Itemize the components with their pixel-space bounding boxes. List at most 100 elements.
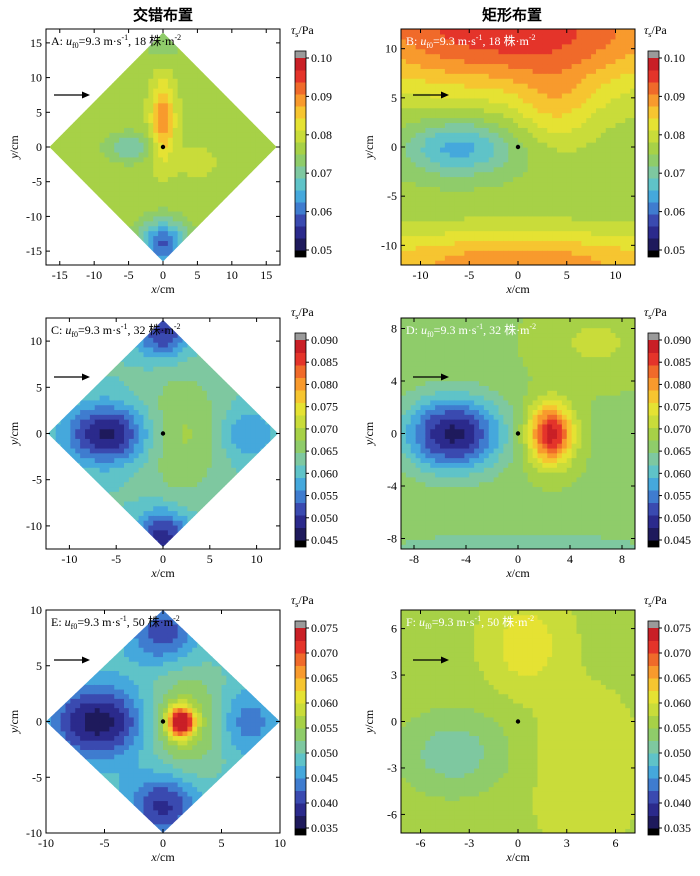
contour-cell bbox=[513, 122, 518, 128]
contour-cell bbox=[222, 236, 227, 242]
contour-cell bbox=[503, 245, 508, 251]
contour-cell bbox=[620, 177, 625, 183]
contour-cell bbox=[46, 381, 51, 386]
contour-cell bbox=[56, 167, 61, 173]
contour-cell bbox=[401, 49, 406, 55]
x-axis-unit: /cm bbox=[157, 282, 176, 296]
contour-cell bbox=[119, 177, 124, 183]
contour-cell bbox=[528, 191, 533, 197]
contour-cell bbox=[61, 515, 66, 520]
contour-cell bbox=[70, 93, 75, 99]
contour-cell bbox=[148, 98, 153, 104]
contour-cell bbox=[557, 147, 562, 153]
contour-cell bbox=[217, 137, 222, 143]
contour-cell bbox=[212, 221, 217, 227]
contour-cell bbox=[75, 113, 80, 119]
contour-cell bbox=[469, 181, 474, 187]
contour-cell bbox=[236, 49, 241, 55]
contour-cell bbox=[124, 147, 129, 153]
contour-cell bbox=[183, 216, 188, 222]
contour-cell bbox=[572, 157, 577, 163]
contour-cell bbox=[547, 78, 552, 84]
contour-cell bbox=[212, 162, 217, 168]
contour-cell bbox=[406, 103, 411, 109]
contour-cell bbox=[178, 59, 183, 65]
contour-cell bbox=[547, 196, 552, 202]
contour-cell bbox=[416, 68, 421, 74]
contour-cell bbox=[134, 73, 139, 79]
colorbar-tick-label: 0.05 bbox=[664, 243, 685, 257]
contour-cell bbox=[226, 34, 231, 40]
contour-cell bbox=[469, 201, 474, 207]
contour-cell bbox=[148, 118, 153, 124]
contour-cell bbox=[606, 250, 611, 256]
contour-cell bbox=[484, 49, 489, 55]
contour-cell bbox=[586, 157, 591, 163]
contour-cell bbox=[581, 59, 586, 65]
contour-cell bbox=[241, 44, 246, 50]
contour-cell bbox=[75, 98, 80, 104]
contour-cell bbox=[572, 167, 577, 173]
contour-cell bbox=[625, 113, 630, 119]
contour-cell bbox=[226, 78, 231, 84]
contour-cell bbox=[124, 132, 129, 138]
contour-cell bbox=[129, 216, 134, 222]
contour-cell bbox=[144, 221, 149, 227]
contour-cell bbox=[406, 68, 411, 74]
contour-cell bbox=[528, 221, 533, 227]
contour-cell bbox=[611, 231, 616, 237]
contour-cell bbox=[538, 245, 543, 251]
contour-cell bbox=[606, 44, 611, 50]
contour-cell bbox=[119, 83, 124, 89]
contour-cell bbox=[246, 236, 251, 242]
contour-cell bbox=[114, 137, 119, 143]
contour-cell bbox=[489, 78, 494, 84]
contour-cell bbox=[425, 68, 430, 74]
contour-cell bbox=[606, 113, 611, 119]
contour-cell bbox=[567, 127, 572, 133]
contour-cell bbox=[163, 122, 168, 128]
contour-cell bbox=[557, 250, 562, 256]
contour-cell bbox=[416, 191, 421, 197]
contour-cell bbox=[75, 221, 80, 227]
contour-cell bbox=[620, 63, 625, 69]
contour-cell bbox=[119, 147, 124, 153]
contour-cell bbox=[80, 216, 85, 222]
contour-cell bbox=[440, 59, 445, 65]
contour-cell bbox=[270, 191, 275, 197]
contour-cell bbox=[416, 83, 421, 89]
contour-cell bbox=[489, 221, 494, 227]
contour-cell bbox=[430, 162, 435, 168]
contour-cell bbox=[455, 73, 460, 79]
contour-cell bbox=[109, 226, 114, 232]
panel-label: B: uf0=9.3 m·s-1, 18 株·m-2 bbox=[406, 33, 535, 50]
contour-cell bbox=[494, 88, 499, 94]
contour-cell bbox=[479, 108, 484, 114]
contour-cell bbox=[411, 49, 416, 55]
contour-cell bbox=[192, 240, 197, 246]
contour-cell bbox=[168, 137, 173, 143]
contour-cell bbox=[484, 250, 489, 256]
contour-cell bbox=[56, 186, 61, 192]
contour-cell bbox=[430, 186, 435, 192]
contour-cell bbox=[226, 250, 231, 256]
contour-cell bbox=[616, 118, 621, 124]
contour-cell bbox=[596, 240, 601, 246]
contour-cell bbox=[61, 54, 66, 60]
contour-cell bbox=[139, 250, 144, 256]
contour-cell bbox=[401, 177, 406, 183]
contour-cell bbox=[236, 118, 241, 124]
contour-cell bbox=[270, 78, 275, 84]
contour-cell bbox=[134, 122, 139, 128]
contour-cell bbox=[606, 157, 611, 163]
contour-cell bbox=[620, 68, 625, 74]
contour-cell bbox=[144, 147, 149, 153]
contour-cell bbox=[119, 191, 124, 197]
contour-cell bbox=[503, 63, 508, 69]
contour-cell bbox=[421, 181, 426, 187]
contour-cell bbox=[231, 157, 236, 163]
contour-cell bbox=[464, 216, 469, 222]
contour-cell bbox=[542, 226, 547, 232]
contour-cell bbox=[256, 34, 261, 40]
contour-cell bbox=[606, 196, 611, 202]
